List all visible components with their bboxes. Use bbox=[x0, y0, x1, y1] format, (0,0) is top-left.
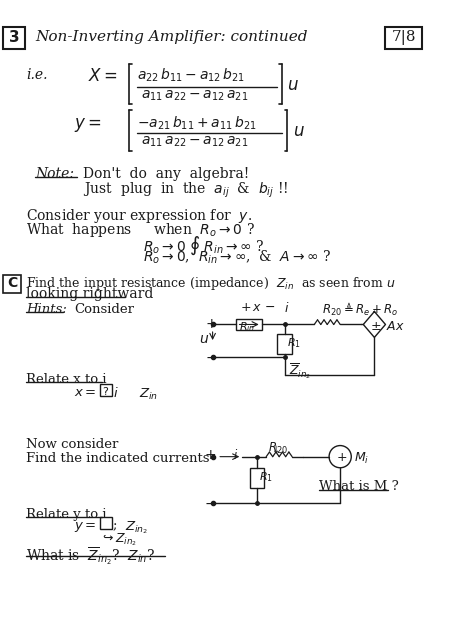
Text: $+\,x\,-$: $+\,x\,-$ bbox=[240, 301, 276, 314]
Text: $i$: $i$ bbox=[284, 301, 289, 315]
Text: Relate y to i: Relate y to i bbox=[26, 508, 106, 520]
Bar bbox=[236, 319, 261, 330]
Text: $R_1$: $R_1$ bbox=[259, 471, 273, 485]
Text: $x = $: $x = $ bbox=[74, 387, 96, 399]
Text: $R_o \rightarrow 0$ $\oint$ $R_{in} \rightarrow \infty$ ?: $R_o \rightarrow 0$ $\oint$ $R_{in} \rig… bbox=[143, 235, 265, 257]
Bar bbox=[100, 384, 112, 396]
Text: i.e.: i.e. bbox=[26, 69, 47, 83]
Bar bbox=[278, 334, 292, 354]
Text: $i$: $i$ bbox=[233, 448, 238, 462]
Text: looking rightward: looking rightward bbox=[26, 287, 153, 301]
Text: What  happens     when  $R_o \rightarrow 0$ ?: What happens when $R_o \rightarrow 0$ ? bbox=[26, 221, 255, 239]
Text: $-$: $-$ bbox=[205, 349, 218, 363]
FancyBboxPatch shape bbox=[3, 275, 21, 293]
Text: What is  $\overline{Z}_{in_2}$?  $Z_{in}$?: What is $\overline{Z}_{in_2}$? $Z_{in}$? bbox=[26, 546, 155, 567]
Text: $\pm$: $\pm$ bbox=[370, 320, 381, 333]
Text: $-$: $-$ bbox=[204, 495, 217, 509]
Text: $R_1$: $R_1$ bbox=[287, 336, 301, 350]
Text: $i$: $i$ bbox=[113, 387, 118, 401]
Text: Relate x to i: Relate x to i bbox=[26, 373, 106, 385]
Text: Note:: Note: bbox=[35, 167, 74, 181]
Text: $\hookrightarrow Z_{in_2}$: $\hookrightarrow Z_{in_2}$ bbox=[100, 532, 137, 548]
Text: Find the input resistance (impedance)  $Z_{in}$  as seen from $u$: Find the input resistance (impedance) $Z… bbox=[26, 275, 395, 293]
Text: $Z_{in_2}$: $Z_{in_2}$ bbox=[125, 520, 148, 536]
Text: $R_{20}$: $R_{20}$ bbox=[268, 441, 288, 456]
Text: Consider your expression for  $y$.: Consider your expression for $y$. bbox=[26, 207, 252, 225]
Text: $y =$: $y =$ bbox=[74, 116, 101, 134]
Text: $u$: $u$ bbox=[293, 123, 305, 140]
Text: $y = $: $y = $ bbox=[74, 520, 96, 534]
Text: 3: 3 bbox=[9, 30, 19, 45]
Text: $R_{20} \triangleq R_e + R_o$: $R_{20} \triangleq R_e + R_o$ bbox=[322, 301, 398, 319]
Text: $+$: $+$ bbox=[205, 317, 217, 331]
Text: $X =$: $X =$ bbox=[88, 69, 117, 85]
Text: $\overline{Z}_{in_2}$: $\overline{Z}_{in_2}$ bbox=[290, 361, 312, 381]
Text: $\downarrow$: $\downarrow$ bbox=[270, 444, 280, 455]
Text: C: C bbox=[7, 277, 17, 291]
Text: $R_o \rightarrow 0$,  $R_{in} \rightarrow \infty$,  &  $A \rightarrow \infty$ ?: $R_o \rightarrow 0$, $R_{in} \rightarrow… bbox=[143, 249, 331, 266]
Text: $Ax$: $Ax$ bbox=[386, 320, 405, 333]
FancyBboxPatch shape bbox=[3, 27, 25, 49]
Text: $Z_{in}$: $Z_{in}$ bbox=[139, 387, 158, 401]
Text: $R_{in}$: $R_{in}$ bbox=[239, 320, 256, 334]
Text: ;: ; bbox=[113, 520, 117, 532]
Text: Non-Inverting Amplifier: continued: Non-Inverting Amplifier: continued bbox=[35, 30, 307, 44]
Text: Consider: Consider bbox=[74, 303, 134, 316]
Bar bbox=[100, 516, 112, 529]
Text: $a_{11}\,a_{22} - a_{12}\,a_{21}$: $a_{11}\,a_{22} - a_{12}\,a_{21}$ bbox=[142, 135, 248, 149]
Text: $u$: $u$ bbox=[288, 77, 299, 93]
Text: $+$: $+$ bbox=[204, 448, 216, 462]
Text: $+$: $+$ bbox=[337, 451, 348, 464]
Text: $a_{11}\,a_{22} - a_{12}\,a_{21}$: $a_{11}\,a_{22} - a_{12}\,a_{21}$ bbox=[142, 89, 248, 103]
Text: $M_i$: $M_i$ bbox=[354, 451, 369, 466]
Text: $u$: $u$ bbox=[199, 332, 209, 346]
Text: What is M ?: What is M ? bbox=[319, 480, 399, 493]
Text: $a_{22}\,b_{11} - a_{12}\,b_{21}$: $a_{22}\,b_{11} - a_{12}\,b_{21}$ bbox=[137, 67, 245, 84]
Text: $-a_{21}\,b_{11} + a_{11}\,b_{21}$: $-a_{21}\,b_{11} + a_{11}\,b_{21}$ bbox=[137, 114, 256, 132]
Bar bbox=[249, 467, 264, 488]
Text: Now consider: Now consider bbox=[26, 438, 118, 451]
Text: Just  plug  in  the  $a_{ij}$  &  $b_{ij}$ !!: Just plug in the $a_{ij}$ & $b_{ij}$ !! bbox=[83, 181, 289, 200]
Text: Don't  do  any  algebra!: Don't do any algebra! bbox=[83, 167, 249, 181]
Text: Hints:: Hints: bbox=[26, 303, 67, 316]
Text: Find the indicated currents: Find the indicated currents bbox=[26, 452, 209, 465]
FancyBboxPatch shape bbox=[385, 27, 422, 49]
Text: 7|8: 7|8 bbox=[392, 30, 416, 45]
Text: $?$: $?$ bbox=[102, 385, 109, 397]
